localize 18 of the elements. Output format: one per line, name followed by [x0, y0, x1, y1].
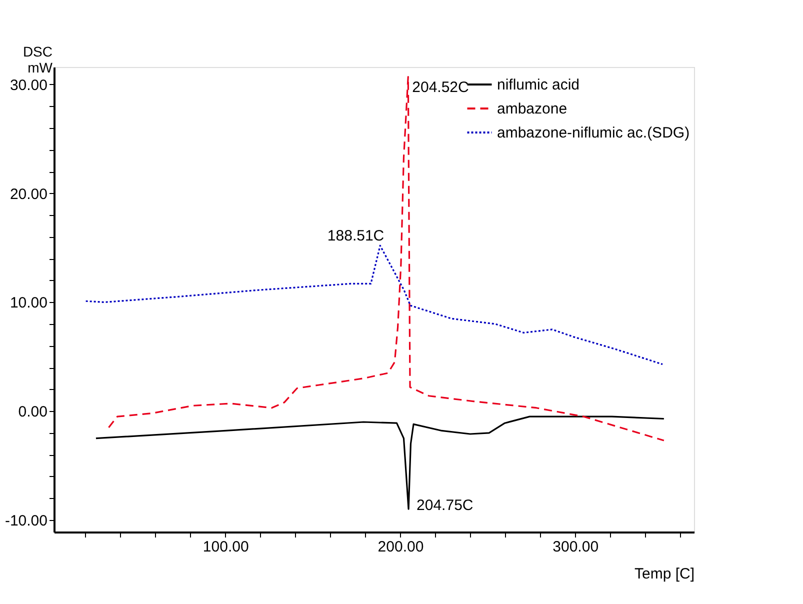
y-tick-label: 0.00: [18, 404, 48, 421]
x-axis-title: Temp [C]: [634, 566, 694, 582]
line-series: [85, 244, 664, 366]
annotation: 204.52C: [412, 78, 470, 96]
x-tick-label: 100.00: [202, 538, 249, 556]
x-tick-label: 300.00: [552, 538, 599, 556]
legend-label: niflumic acid: [497, 76, 580, 94]
legend-label: ambazone: [497, 100, 568, 118]
x-tick-label: 200.00: [378, 538, 424, 556]
y-tick-label: -10.00: [4, 512, 48, 530]
line-series: [95, 416, 665, 510]
annotation: 204.75C: [416, 497, 474, 514]
y-axis-title: DSC mW: [22, 44, 54, 76]
legend-label: ambazone-niflumic ac.(SDG): [497, 124, 690, 142]
y-tick-label: 30.00: [10, 76, 48, 94]
annotation: 188.51C: [327, 228, 384, 245]
y-tick-label: 10.00: [10, 294, 48, 312]
y-tick-label: 20.00: [10, 186, 48, 203]
